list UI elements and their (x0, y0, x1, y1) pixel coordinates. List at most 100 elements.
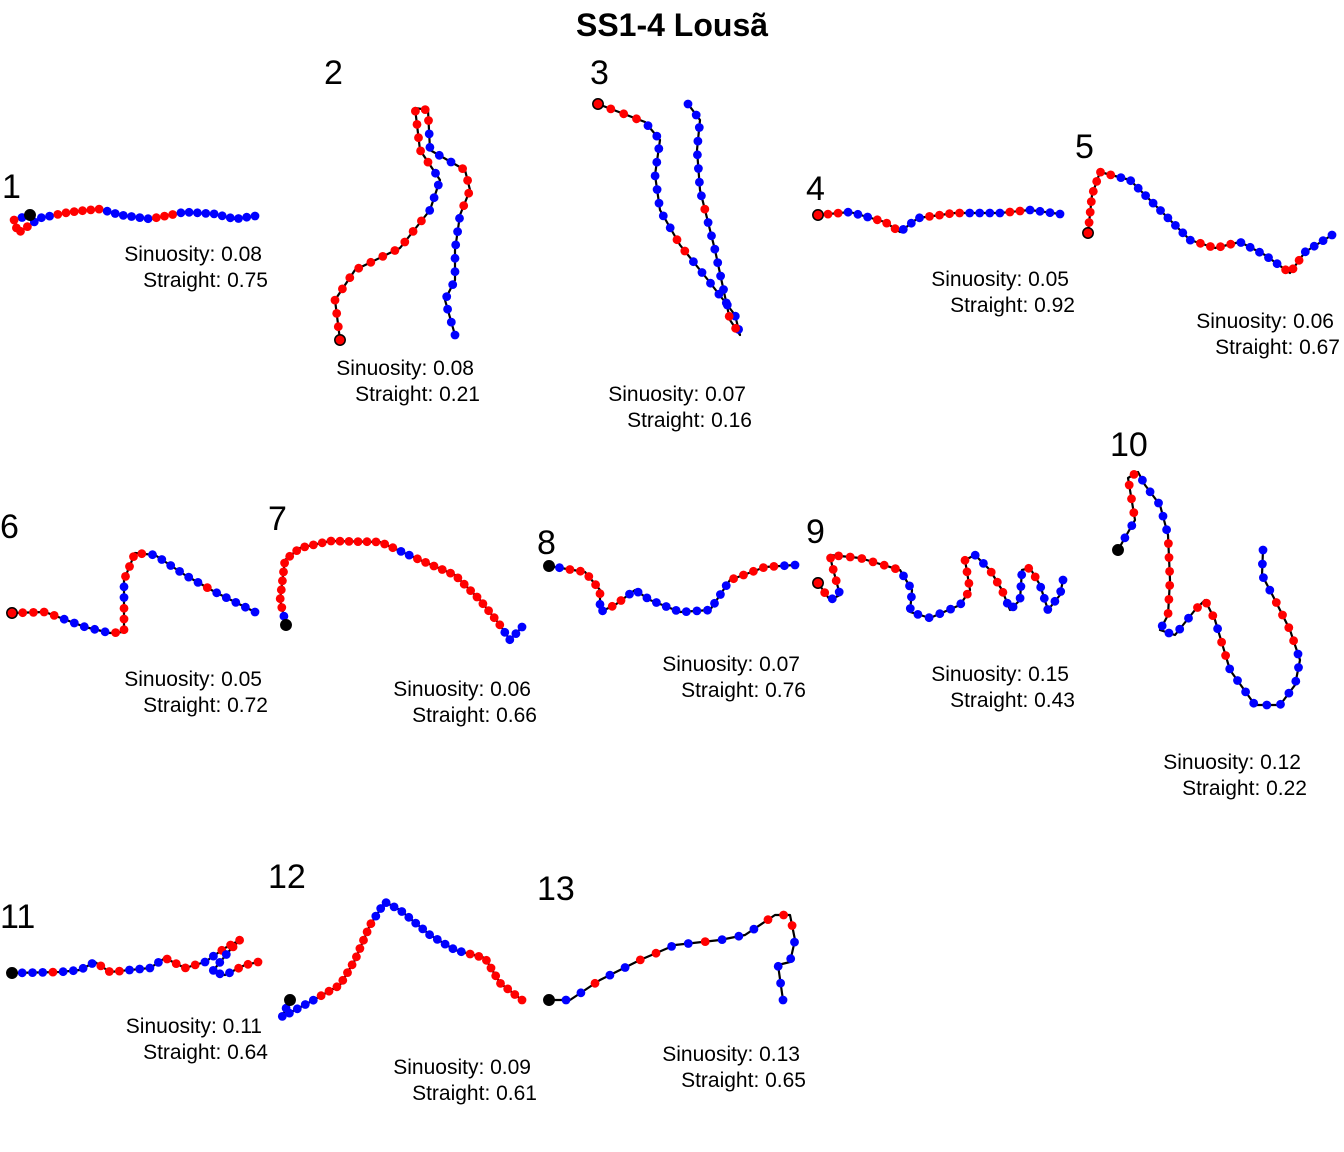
red-point (759, 563, 768, 572)
blue-point (1035, 206, 1045, 216)
red-point (151, 213, 161, 223)
blue-point (786, 954, 796, 964)
blue-point (778, 995, 788, 1005)
blue-point (995, 208, 1005, 218)
blue-point (157, 555, 167, 564)
red-point (353, 537, 363, 546)
red-point (700, 937, 710, 946)
red-point (345, 273, 355, 283)
blue-point (1175, 624, 1185, 634)
blue-point (184, 207, 194, 217)
red-point (446, 568, 455, 578)
panel-number: 8 (537, 524, 556, 562)
blue-point (511, 629, 521, 638)
blue-point (389, 902, 399, 912)
start-point (280, 619, 292, 631)
red-point (1217, 637, 1226, 647)
blue-point (654, 144, 664, 154)
blue-point (827, 594, 837, 604)
red-point (466, 586, 475, 595)
blue-point (1058, 575, 1068, 585)
red-point (1005, 207, 1015, 217)
panel-3: 3 Sinuosity: 0.07 Straight: 0.16 (590, 54, 752, 432)
red-point (338, 284, 347, 294)
red-point (986, 567, 996, 577)
blue-point (710, 244, 720, 254)
red-point (278, 576, 287, 586)
red-point (309, 540, 318, 550)
straight-label: Straight: 0.67 (1215, 336, 1340, 359)
blue-point (749, 924, 759, 934)
blue-point (279, 611, 289, 621)
red-point (463, 176, 472, 185)
blue-point (667, 942, 676, 951)
panel-number: 1 (2, 168, 21, 206)
blue-point (654, 198, 664, 208)
red-point (872, 215, 882, 225)
blue-point (1300, 247, 1310, 257)
red-point (388, 543, 398, 553)
blue-point (1291, 676, 1301, 686)
red-point (879, 560, 889, 570)
red-point (29, 608, 38, 617)
blue-point (863, 212, 872, 222)
blue-point (1039, 593, 1049, 603)
blue-point (643, 121, 653, 130)
blue-point (713, 258, 723, 267)
blue-point (175, 567, 185, 576)
blue-point (683, 99, 693, 109)
blue-point (1043, 605, 1053, 614)
blue-point (59, 614, 69, 624)
red-point (137, 549, 147, 559)
sinuosity-label: Sinuosity: 0.09 (393, 1056, 531, 1079)
red-point (69, 207, 79, 217)
blue-point (1255, 247, 1264, 257)
red-point (414, 133, 423, 143)
blue-point (605, 970, 615, 980)
blue-point (102, 206, 112, 216)
blue-point (215, 958, 225, 967)
red-point (503, 984, 513, 994)
red-point (276, 585, 286, 595)
red-point (482, 955, 491, 965)
red-point (235, 935, 245, 945)
blue-point (118, 211, 128, 220)
red-point (111, 628, 120, 637)
red-point (595, 589, 605, 599)
blue-point (898, 225, 908, 234)
red-point (125, 562, 134, 571)
red-point (61, 208, 71, 218)
blue-point (285, 1008, 294, 1018)
blue-point (555, 563, 564, 573)
red-point (347, 960, 357, 970)
blue-point (598, 606, 607, 616)
blue-point (1258, 559, 1267, 569)
blue-point (1141, 191, 1150, 201)
blue-point (1264, 253, 1273, 262)
red-point (168, 210, 178, 219)
blue-point (773, 961, 783, 971)
red-point (275, 594, 285, 604)
blue-point (1236, 238, 1246, 247)
blue-point (176, 208, 186, 218)
red-point (823, 209, 833, 219)
blue-point (217, 211, 227, 221)
red-point (891, 564, 900, 573)
blue-point (87, 959, 97, 968)
blue-point (1050, 596, 1060, 606)
start-point (24, 209, 36, 221)
red-point (228, 942, 238, 952)
blue-point (209, 209, 219, 219)
blue-point (1293, 649, 1303, 659)
blue-point (110, 209, 120, 218)
panel-number: 5 (1075, 128, 1094, 166)
blue-point (979, 559, 988, 568)
blue-point (221, 950, 231, 959)
red-point (787, 921, 797, 930)
panel-12: 12 Sinuosity: 0.09 Straight: 0.61 (268, 858, 537, 1105)
red-point (380, 539, 389, 549)
blue-point (561, 995, 571, 1005)
panel-1: 1 Sinuosity: 0.08 Straight: 0.75 (2, 168, 268, 292)
red-point (416, 146, 425, 156)
red-point (333, 322, 343, 332)
